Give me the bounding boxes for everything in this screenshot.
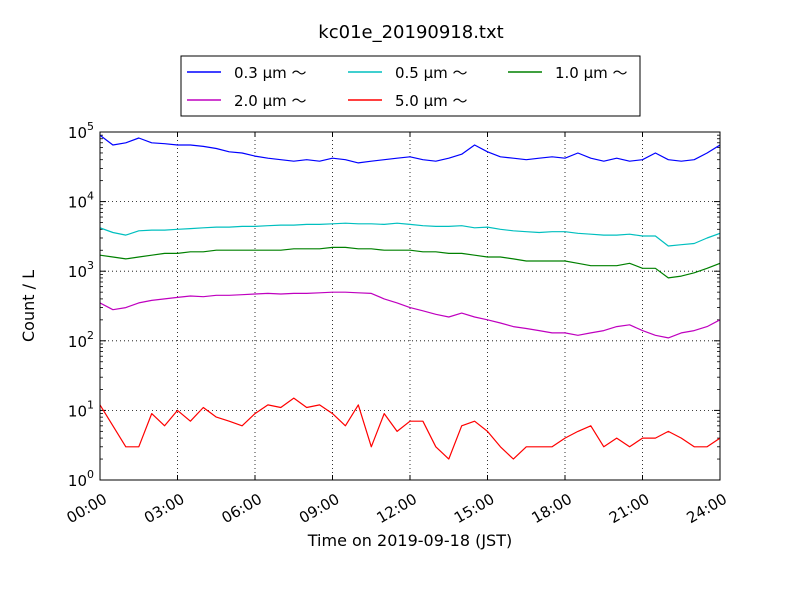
x-tick-label: 15:00 bbox=[451, 490, 497, 527]
series-line-5 bbox=[100, 397, 720, 460]
legend-label: 1.0 μm ～ bbox=[555, 64, 628, 82]
series-line-1 bbox=[100, 134, 720, 164]
x-tick-labels: 00:00 03:00 06:00 09:00 12:00 15:00 18:00 21:00… bbox=[64, 490, 730, 527]
x-tick-label: 06:00 bbox=[219, 490, 265, 527]
y-axis-label: Count / L bbox=[19, 270, 38, 342]
x-tick-label: 21:00 bbox=[606, 490, 652, 527]
y-tick-label: 102 bbox=[68, 329, 94, 351]
series-line-4 bbox=[100, 291, 720, 339]
series-line-3 bbox=[100, 246, 720, 279]
x-tick-label: 24:00 bbox=[684, 490, 730, 527]
series-line-2 bbox=[100, 222, 720, 247]
legend-label: 5.0 μm ～ bbox=[395, 92, 468, 110]
x-tick-label: 00:00 bbox=[64, 490, 110, 527]
plot-area bbox=[100, 132, 720, 480]
series-lines bbox=[100, 134, 720, 460]
legend-label: 0.5 μm ～ bbox=[395, 64, 468, 82]
grid-lines bbox=[100, 132, 720, 480]
x-tick-label: 09:00 bbox=[296, 490, 342, 527]
y-tick-label: 105 bbox=[68, 120, 94, 142]
x-tick-label: 18:00 bbox=[529, 490, 575, 527]
chart-title: kc01e_20190918.txt bbox=[318, 22, 503, 43]
y-tick-label: 100 bbox=[68, 468, 94, 490]
x-tick-label: 03:00 bbox=[141, 490, 187, 527]
plot-frame bbox=[99, 131, 721, 481]
legend-label: 2.0 μm ～ bbox=[234, 92, 307, 110]
legend-box bbox=[180, 55, 641, 117]
y-tick-label: 103 bbox=[68, 259, 94, 281]
legend-label: 0.3 μm ～ bbox=[234, 64, 307, 82]
x-axis-label: Time on 2019-09-18 (JST) bbox=[307, 531, 512, 550]
legend: 0.3 μm ～ 0.5 μm ～ 1.0 μm ～ 2.0 μm ～ 5.0 μm ～ bbox=[180, 55, 641, 117]
y-tick-label: 104 bbox=[68, 190, 94, 212]
y-tick-labels: 100 101 102 103 104 105 bbox=[68, 120, 94, 490]
y-tick-label: 101 bbox=[68, 398, 94, 420]
x-tick-label: 12:00 bbox=[374, 490, 420, 527]
